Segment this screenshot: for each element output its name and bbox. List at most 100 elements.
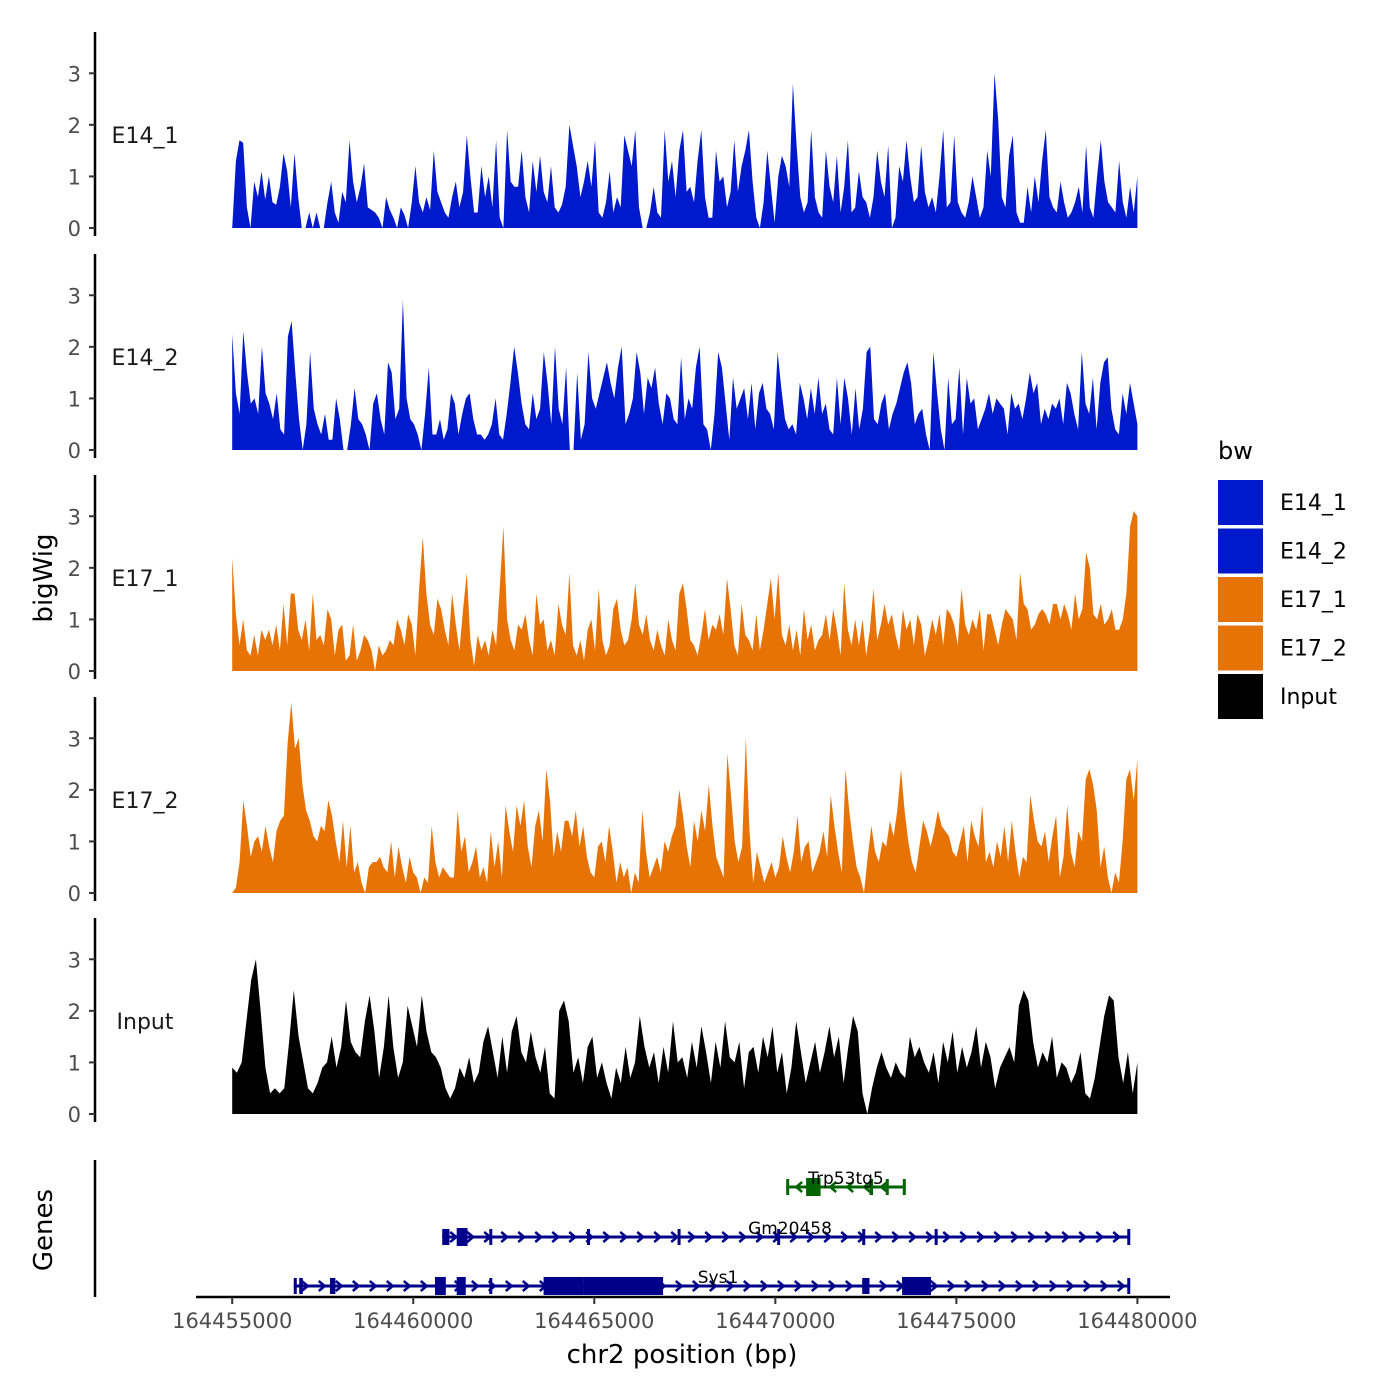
strand-arrow bbox=[976, 1231, 986, 1243]
y-tick-label: 0 bbox=[68, 217, 81, 241]
gene-exon bbox=[786, 1179, 790, 1195]
gene-exon bbox=[587, 1229, 591, 1245]
strand-arrow bbox=[823, 1231, 833, 1243]
strand-arrow bbox=[517, 1231, 527, 1243]
gene-Gm20458: Gm20458 bbox=[442, 1219, 1131, 1246]
y-tick-label: 3 bbox=[68, 948, 81, 972]
strand-arrow bbox=[878, 1280, 888, 1292]
strand-arrow bbox=[828, 1181, 837, 1193]
x-tick-label: 164455000 bbox=[172, 1309, 292, 1333]
strand-arrow bbox=[1095, 1231, 1105, 1243]
track-label: E14_1 bbox=[112, 124, 179, 149]
genes-panel: Trp53tg5 Gm20458 Sys1 bbox=[93, 1160, 1131, 1297]
gene-label: Gm20458 bbox=[748, 1219, 832, 1239]
legend-swatch-E17_2 bbox=[1218, 625, 1263, 671]
strand-arrow bbox=[1010, 1231, 1020, 1243]
track-panel-E14_1: 0 1 2 3 E14_1 bbox=[68, 32, 1138, 241]
gene-exon bbox=[583, 1277, 664, 1295]
strand-arrow bbox=[500, 1231, 510, 1243]
strand-arrow bbox=[1027, 1231, 1037, 1243]
strand-arrow bbox=[725, 1280, 735, 1292]
area-series-Input bbox=[232, 959, 1138, 1114]
y-tick-label: 1 bbox=[68, 165, 81, 189]
y-tick-label: 3 bbox=[68, 727, 81, 751]
strand-arrow bbox=[704, 1231, 714, 1243]
strand-arrow bbox=[1014, 1280, 1024, 1292]
strand-arrow bbox=[449, 1231, 459, 1243]
strand-arrow bbox=[670, 1231, 680, 1243]
area-series-E17_2 bbox=[232, 702, 1138, 893]
y-tick-label: 1 bbox=[68, 608, 81, 632]
strand-arrow bbox=[789, 1231, 799, 1243]
y-tick-label: 2 bbox=[68, 1000, 81, 1024]
legend-swatch-E17_1 bbox=[1218, 577, 1263, 622]
strand-arrow bbox=[419, 1280, 429, 1292]
strand-arrow bbox=[1112, 1231, 1122, 1243]
strand-arrow bbox=[653, 1231, 663, 1243]
gene-exon bbox=[456, 1277, 466, 1295]
legend: bw E14_1 E14_2 E17_1 E17_2 Input bbox=[1218, 437, 1347, 719]
track-label: Input bbox=[117, 1010, 174, 1035]
y-tick-label: 0 bbox=[68, 882, 81, 906]
strand-arrow bbox=[738, 1231, 748, 1243]
strand-arrow bbox=[980, 1280, 990, 1292]
gene-exon bbox=[1127, 1278, 1131, 1294]
y-tick-label: 1 bbox=[68, 1051, 81, 1075]
legend-label: E17_1 bbox=[1280, 588, 1347, 613]
strand-arrow bbox=[993, 1231, 1003, 1243]
legend-label: E14_2 bbox=[1280, 540, 1347, 565]
strand-arrow bbox=[946, 1280, 956, 1292]
strand-arrow bbox=[810, 1280, 820, 1292]
area-series-E14_1 bbox=[232, 73, 1138, 228]
strand-arrow bbox=[925, 1231, 935, 1243]
y-tick-label: 0 bbox=[68, 660, 81, 684]
y-tick-label: 3 bbox=[68, 62, 81, 86]
strand-arrow bbox=[1031, 1280, 1041, 1292]
x-tick-label: 164470000 bbox=[715, 1309, 835, 1333]
track-panel-E17_2: 0 1 2 3 E17_2 bbox=[68, 697, 1138, 906]
strand-arrow bbox=[1044, 1231, 1054, 1243]
gene-exon bbox=[869, 1179, 874, 1195]
strand-arrow bbox=[402, 1280, 412, 1292]
strand-arrow bbox=[708, 1280, 718, 1292]
strand-arrow bbox=[742, 1280, 752, 1292]
gene-exon bbox=[442, 1229, 450, 1245]
strand-arrow bbox=[874, 1231, 884, 1243]
strand-arrow bbox=[300, 1280, 310, 1292]
strand-arrow bbox=[674, 1280, 684, 1292]
gene-Sys1: Sys1 bbox=[293, 1268, 1131, 1295]
strand-arrow bbox=[908, 1231, 918, 1243]
gene-exon bbox=[543, 1277, 584, 1295]
y-tick-label: 0 bbox=[68, 439, 81, 463]
area-series-E17_1 bbox=[232, 511, 1138, 671]
gene-exon bbox=[777, 1229, 781, 1245]
x-tick-label: 164465000 bbox=[534, 1309, 654, 1333]
strand-arrow bbox=[1078, 1231, 1088, 1243]
strand-arrow bbox=[862, 1181, 871, 1193]
area-series-E14_2 bbox=[232, 300, 1138, 450]
gene-exon bbox=[329, 1278, 336, 1294]
strand-arrow bbox=[794, 1181, 803, 1193]
strand-arrow bbox=[827, 1280, 837, 1292]
strand-arrow bbox=[636, 1231, 646, 1243]
y-tick-label: 3 bbox=[68, 284, 81, 308]
track-label: E17_2 bbox=[112, 789, 179, 814]
legend-title: bw bbox=[1218, 437, 1253, 465]
genes-axis-title: Genes bbox=[29, 1189, 59, 1271]
x-tick-label: 164475000 bbox=[896, 1309, 1016, 1333]
legend-label: Input bbox=[1280, 685, 1337, 710]
strand-arrow bbox=[942, 1231, 952, 1243]
strand-arrow bbox=[691, 1280, 701, 1292]
gene-label: Sys1 bbox=[698, 1268, 739, 1288]
strand-arrow bbox=[1065, 1280, 1075, 1292]
track-panel-Input: 0 1 2 3 Input bbox=[68, 918, 1138, 1127]
gene-exon bbox=[902, 1277, 932, 1295]
gene-exon bbox=[293, 1278, 297, 1294]
legend-label: E14_1 bbox=[1280, 491, 1347, 516]
strand-arrow bbox=[602, 1231, 612, 1243]
strand-arrow bbox=[551, 1231, 561, 1243]
strand-arrow bbox=[521, 1280, 531, 1292]
gene-exon bbox=[489, 1278, 493, 1294]
y-tick-label: 1 bbox=[68, 830, 81, 854]
gene-exon bbox=[862, 1229, 866, 1245]
